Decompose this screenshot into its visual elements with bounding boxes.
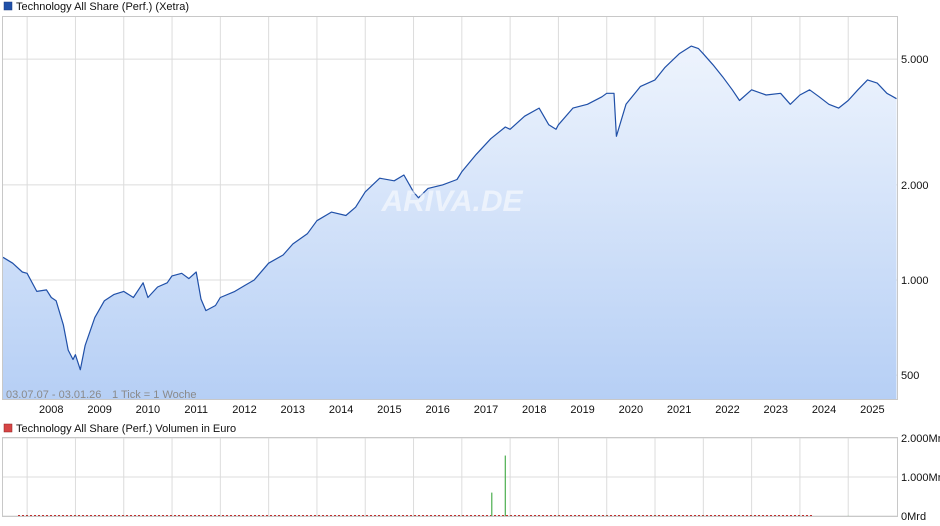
price-area (3, 46, 897, 399)
price-line (2, 45, 897, 371)
x-tick-label: 2015 (377, 404, 401, 416)
x-tick-label: 2018 (522, 404, 546, 416)
x-tick-label: 2019 (570, 404, 594, 416)
x-tick-label: 2021 (667, 404, 691, 416)
volume-legend-swatch (3, 423, 13, 433)
price-x-axis: 2008 2009 2010 2011 2012 2013 2014 2015 2016 2017… (39, 404, 885, 416)
price-legend-swatch (3, 1, 13, 11)
volume-y-tick-label: 1.000Mrd (901, 472, 940, 484)
volume-bar (654, 515, 656, 517)
x-tick-label: 2025 (860, 404, 884, 416)
volume-bar (606, 515, 608, 517)
y-tick-label: 500 (901, 370, 919, 382)
y-tick-label: 1.000 (901, 275, 929, 287)
x-tick-label: 2016 (425, 404, 449, 416)
x-tick-label: 2013 (281, 404, 305, 416)
volume-grid (3, 437, 897, 517)
x-tick-label: 2012 (232, 404, 256, 416)
volume-bar (491, 492, 493, 516)
x-tick-label: 2009 (87, 404, 111, 416)
y-tick-label: 5.000 (901, 54, 929, 66)
x-tick-label: 2014 (329, 404, 353, 416)
y-tick-label: 2.000 (901, 180, 929, 192)
x-tick-label: 2011 (184, 404, 208, 416)
tick-note-label: 1 Tick = 1 Woche (112, 389, 196, 401)
x-tick-label: 2020 (619, 404, 643, 416)
x-tick-label: 2022 (715, 404, 739, 416)
x-tick-label: 2024 (812, 404, 836, 416)
volume-bars (18, 455, 849, 517)
volume-bar (504, 455, 506, 516)
volume-y-tick-label: 0Mrd (901, 511, 926, 523)
volume-y-tick-label: 2.000Mrd (901, 433, 940, 445)
x-tick-label: 2008 (39, 404, 63, 416)
price-legend-label: Technology All Share (Perf.) (Xetra) (16, 1, 189, 13)
price-y-axis: 500 1.000 2.000 5.000 (901, 54, 929, 382)
x-tick-label: 2017 (474, 404, 498, 416)
volume-y-axis: 0Mrd 1.000Mrd 2.000Mrd (901, 433, 940, 523)
watermark: ARIVA.DE (380, 185, 523, 218)
x-tick-label: 2023 (764, 404, 788, 416)
date-range-label: 03.07.07 - 03.01.26 (6, 389, 101, 401)
volume-frame (2, 437, 898, 517)
price-frame (2, 16, 898, 400)
volume-legend-label: Technology All Share (Perf.) Volumen in … (16, 423, 236, 435)
x-tick-label: 2010 (136, 404, 160, 416)
volume-bar (509, 515, 511, 517)
